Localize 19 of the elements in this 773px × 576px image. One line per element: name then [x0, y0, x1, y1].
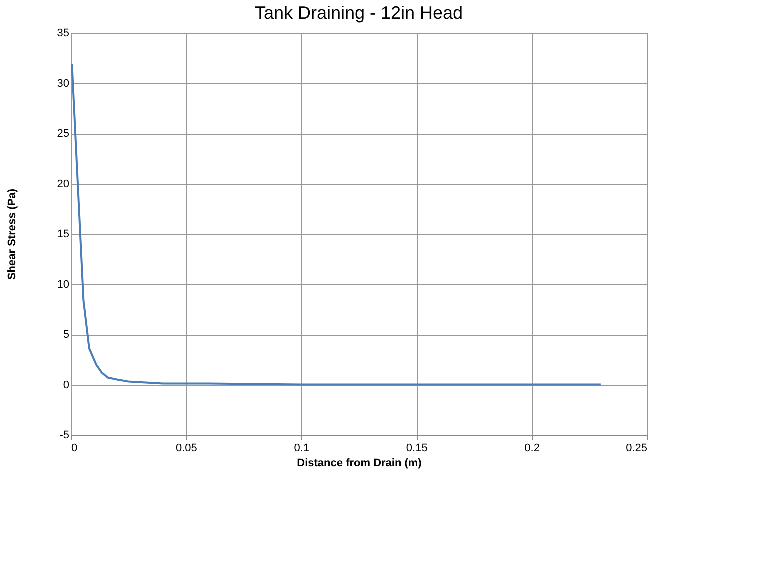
y-tick-label: 10 — [57, 278, 70, 291]
x-tick-label: 0.25 — [626, 442, 648, 454]
x-tick-label: 0.1 — [294, 442, 310, 454]
y-axis-title: Shear Stress (Pa) — [6, 188, 18, 280]
y-tick-label: -5 — [60, 430, 70, 442]
y-tick-label: 25 — [57, 128, 70, 140]
y-tick-label: 20 — [57, 178, 70, 190]
y-tick-label: 5 — [63, 329, 70, 341]
y-tick-label: 35 — [57, 28, 70, 40]
x-tick-label: 0.15 — [406, 442, 428, 454]
y-tick-label: 30 — [57, 78, 70, 90]
x-tick-label: 0.05 — [176, 442, 198, 454]
chart-title: Tank Draining - 12in Head — [254, 3, 464, 23]
x-tick-label: 0 — [72, 442, 78, 454]
y-tick-label: 15 — [57, 228, 70, 240]
line-series — [71, 63, 602, 386]
x-axis-title: Distance from Drain (m) — [297, 458, 422, 470]
x-tick-label: 0.2 — [524, 442, 540, 454]
y-tick-label: 0 — [63, 379, 70, 392]
